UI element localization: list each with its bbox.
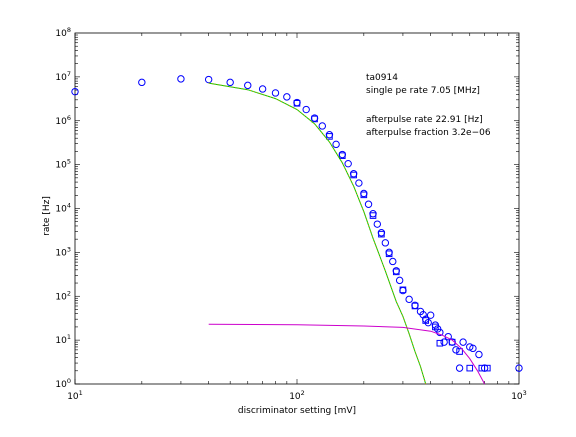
data-point-square bbox=[311, 115, 318, 123]
data-point-square bbox=[432, 323, 439, 331]
data-point-circle bbox=[302, 105, 310, 114]
data-point-square bbox=[326, 133, 333, 140]
y-tick-label: 104 bbox=[55, 202, 71, 215]
data-point-circle bbox=[138, 78, 146, 87]
data-point-circle bbox=[389, 257, 397, 266]
y-tick-label: 101 bbox=[55, 333, 71, 346]
data-point-square bbox=[369, 212, 377, 219]
y-tick-label: 103 bbox=[55, 245, 71, 258]
data-point-square bbox=[378, 230, 385, 238]
data-point-circle bbox=[426, 311, 435, 319]
data-point-circle bbox=[475, 350, 483, 359]
data-point-circle bbox=[395, 276, 404, 285]
data-point-square bbox=[422, 317, 430, 324]
data-point-circle bbox=[469, 344, 477, 353]
x-tick-label: 102 bbox=[289, 389, 305, 402]
data-point-circle bbox=[459, 338, 467, 346]
plot-area bbox=[74, 32, 520, 385]
data-point-circle bbox=[71, 87, 79, 96]
y-tick-label: 108 bbox=[55, 26, 71, 39]
data-point-square bbox=[293, 99, 301, 107]
data-point-circle bbox=[204, 75, 213, 84]
data-point-square bbox=[456, 348, 463, 355]
data-point-circle bbox=[258, 85, 267, 93]
data-point-circle bbox=[436, 328, 444, 337]
data-point-circle bbox=[381, 239, 390, 247]
data-point-square bbox=[350, 171, 357, 179]
y-tick-label: 105 bbox=[55, 158, 71, 171]
data-point-circle bbox=[455, 364, 464, 372]
data-point-square bbox=[399, 286, 407, 294]
data-point-square bbox=[392, 268, 400, 276]
annotation-single-pe-rate: single pe rate 7.05 [MHz] bbox=[366, 86, 480, 96]
data-point-circle bbox=[405, 295, 413, 304]
data-point-circle bbox=[244, 81, 252, 90]
data-point-circle bbox=[355, 179, 363, 187]
data-point-circle bbox=[226, 78, 234, 87]
data-point-circle bbox=[177, 75, 185, 83]
y-tick-label: 106 bbox=[55, 114, 71, 127]
y-axis-label: rate [Hz] bbox=[42, 196, 52, 236]
y-tick-label: 102 bbox=[55, 289, 71, 302]
x-tick-label: 103 bbox=[511, 389, 527, 402]
data-point-circle bbox=[373, 220, 382, 228]
series-line bbox=[208, 82, 427, 385]
annotations: ta0914 single pe rate 7.05 [MHz] afterpu… bbox=[366, 73, 491, 138]
annotation-afterpulse-rate: afterpulse rate 22.91 [Hz] bbox=[366, 115, 483, 125]
annotation-tube-id: ta0914 bbox=[366, 73, 398, 83]
data-point-square bbox=[339, 152, 346, 159]
x-tick-label: 101 bbox=[67, 389, 83, 402]
plot-frame bbox=[74, 32, 520, 385]
data-point-circle bbox=[364, 200, 373, 208]
data-point-circle bbox=[452, 346, 460, 354]
data-point-square bbox=[436, 339, 444, 347]
data-point-circle bbox=[271, 89, 280, 97]
x-axis-label: discriminator setting [mV] bbox=[238, 406, 356, 416]
data-point-square bbox=[360, 191, 368, 199]
y-tick-label: 100 bbox=[55, 377, 71, 390]
y-tick-label: 107 bbox=[55, 70, 71, 83]
data-layer bbox=[71, 75, 523, 385]
data-point-circle bbox=[283, 93, 291, 101]
data-point-square bbox=[484, 364, 491, 372]
annotation-afterpulse-fraction: afterpulse fraction 3.2e−06 bbox=[366, 128, 491, 138]
data-point-square bbox=[466, 364, 474, 372]
data-point-circle bbox=[515, 364, 523, 372]
data-point-circle bbox=[332, 140, 340, 149]
data-point-square bbox=[411, 302, 419, 310]
data-point-square bbox=[385, 250, 393, 258]
data-point-circle bbox=[344, 159, 352, 168]
data-point-circle bbox=[440, 338, 448, 346]
axes bbox=[74, 33, 519, 385]
data-point-circle bbox=[318, 122, 326, 130]
series-line bbox=[208, 323, 486, 385]
